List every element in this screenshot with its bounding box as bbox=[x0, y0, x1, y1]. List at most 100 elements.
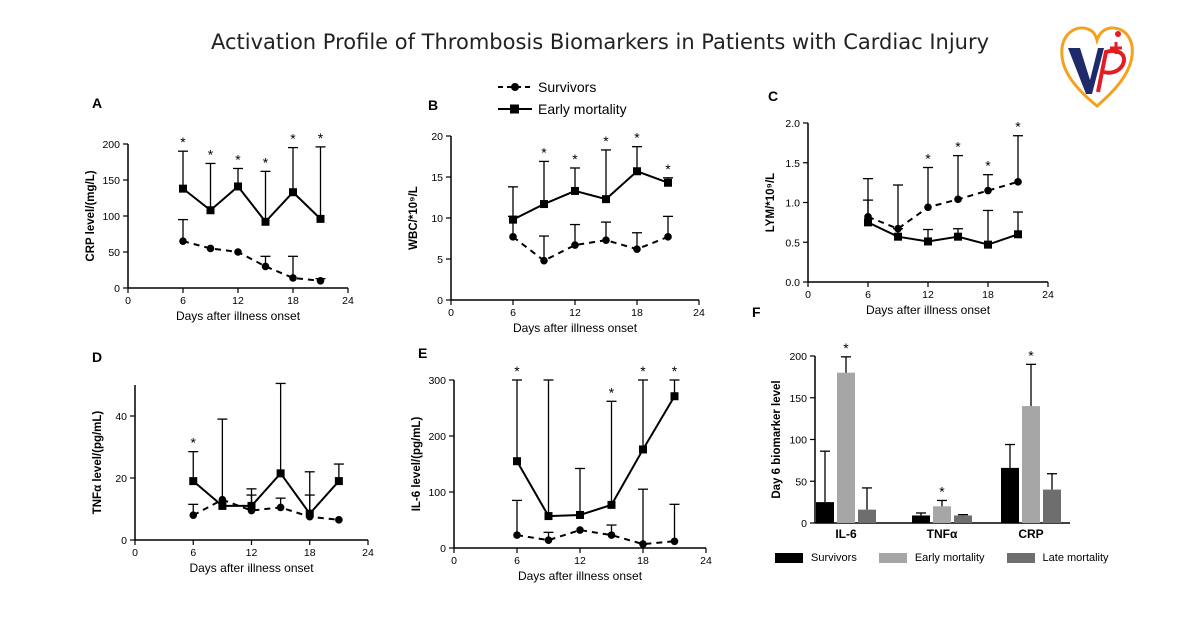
legend-early-label: Early mortality bbox=[538, 101, 627, 117]
logo-heart-outline bbox=[1060, 26, 1134, 108]
panel-e-point-survivors bbox=[513, 531, 521, 539]
panel-d-point-survivors bbox=[218, 495, 227, 504]
panel-b-y-label: WBC/*10⁹/L bbox=[408, 186, 420, 250]
vp-logo bbox=[1060, 26, 1134, 108]
panel-e-significance-star: * bbox=[609, 384, 615, 400]
panel-b-y-tick-label: 15 bbox=[431, 172, 443, 184]
panel-a-point-early-mortality bbox=[289, 188, 297, 197]
panel-f-y-tick-label: 200 bbox=[789, 351, 807, 363]
panel-e-point-survivors bbox=[544, 536, 553, 544]
panel-f-y-label: Day 6 biomarker level bbox=[771, 380, 783, 498]
panel-e-line-early-mortality bbox=[516, 395, 676, 518]
panel-a-point-early-mortality bbox=[179, 184, 187, 193]
panel-a-x-tick-label: 6 bbox=[180, 295, 186, 307]
panel-a-x-tick-label: 12 bbox=[232, 295, 244, 307]
panel-a-point-early-mortality bbox=[261, 217, 270, 226]
panel-b-letter: B bbox=[428, 97, 438, 113]
panel-c-x-tick-label: 12 bbox=[922, 289, 934, 301]
panel-c-line-survivors bbox=[867, 180, 1019, 230]
panel-e-x-tick-label: 18 bbox=[637, 555, 649, 567]
panel-a-x-tick-label: 0 bbox=[125, 295, 131, 307]
panel-a-significance-star: * bbox=[263, 154, 269, 170]
panel-e-x-tick-label: 12 bbox=[574, 555, 586, 567]
panel-a-y-tick-label: 100 bbox=[102, 211, 120, 223]
panel-c-point-early-mortality bbox=[864, 218, 872, 227]
panel-c-y-tick-label: 2.0 bbox=[785, 118, 800, 130]
panel-f-category-label: IL-6 bbox=[835, 527, 857, 541]
panel-f-bar-survivors bbox=[912, 515, 930, 523]
bar-legend-survivors-label: Survivors bbox=[811, 552, 857, 564]
panel-b-significance-star: * bbox=[541, 144, 547, 160]
panel-c-point-early-mortality bbox=[1014, 230, 1022, 239]
panel-a-point-early-mortality bbox=[206, 206, 215, 215]
panel-b-point-early-mortality bbox=[633, 167, 641, 176]
panel-c-point-survivors bbox=[1014, 178, 1022, 186]
panel-e-point-early-mortality bbox=[544, 512, 553, 521]
panel-b-point-survivors bbox=[602, 236, 610, 244]
logo-cross bbox=[1110, 42, 1122, 54]
panel-c-y-label: LYM/*10⁹/L bbox=[765, 173, 777, 232]
panel-e-y-tick-label: 0 bbox=[440, 543, 446, 555]
panel-f-y-tick-label: 50 bbox=[795, 476, 807, 488]
panel-f-y-tick-label: 0 bbox=[801, 518, 807, 530]
panel-a-letter: A bbox=[92, 95, 102, 111]
bar-legend: Survivors Early mortality Late mortality bbox=[775, 552, 1131, 564]
panel-b-point-survivors bbox=[571, 241, 579, 249]
panel-b-point-survivors bbox=[664, 233, 672, 241]
panel-e-x-tick-label: 6 bbox=[514, 555, 520, 567]
panel-e-letter: E bbox=[418, 345, 427, 361]
panel-f-category-label: CRP bbox=[1018, 527, 1043, 541]
panel-f-significance-star: * bbox=[1028, 347, 1034, 363]
panel-c-x-tick-label: 0 bbox=[805, 289, 811, 301]
panel-c-letter: C bbox=[768, 88, 778, 104]
legend-item-survivors: Survivors bbox=[498, 76, 627, 98]
panel-c-x-label: Days after illness onset bbox=[866, 303, 991, 317]
panel-b-y-tick-label: 10 bbox=[431, 213, 443, 225]
panel-b-significance-star: * bbox=[603, 133, 609, 149]
panel-c-point-survivors bbox=[924, 203, 932, 212]
panel-e-point-survivors bbox=[576, 526, 584, 534]
panel-f-y-tick-label: 150 bbox=[789, 393, 807, 405]
panel-f-letter: F bbox=[752, 304, 761, 320]
panel-f-bar-survivors bbox=[1001, 467, 1019, 523]
panel-e-line-survivors bbox=[516, 529, 675, 546]
panel-e-point-early-mortality bbox=[670, 392, 679, 401]
bar-legend-early-label: Early mortality bbox=[914, 552, 985, 564]
panel-c-significance-star: * bbox=[955, 139, 961, 155]
panel-a-point-survivors bbox=[179, 237, 187, 245]
panel-d-point-early-mortality bbox=[247, 501, 256, 510]
panel-e-x-label: Days after illness onset bbox=[518, 569, 643, 583]
panel-f-significance-star: * bbox=[939, 483, 945, 499]
panel-d-point-survivors bbox=[189, 511, 198, 519]
panel-b-x-tick-label: 0 bbox=[448, 307, 454, 319]
panel-a-point-survivors bbox=[316, 277, 325, 285]
panel-f-bar-survivors bbox=[816, 502, 834, 523]
panel-a-x-tick-label: 24 bbox=[342, 295, 354, 307]
panel-b-point-early-mortality bbox=[664, 178, 672, 187]
legend-early-symbol bbox=[498, 104, 532, 114]
panel-e-x-tick-label: 0 bbox=[451, 555, 457, 567]
panel-b-significance-star: * bbox=[665, 161, 671, 177]
panel-d-y-tick-label: 20 bbox=[115, 473, 127, 485]
panel-b-point-early-mortality bbox=[540, 200, 548, 209]
panel-a-x-label: Days after illness onset bbox=[176, 309, 301, 323]
bar-legend-swatch-late bbox=[1006, 553, 1035, 563]
panel-c-significance-star: * bbox=[1015, 119, 1021, 135]
panel-a-point-survivors bbox=[261, 262, 270, 271]
panel-d-point-survivors bbox=[276, 503, 285, 512]
panel-d-point-early-mortality bbox=[189, 477, 198, 486]
logo-p-letter bbox=[1096, 49, 1126, 93]
panel-e-y-tick-label: 300 bbox=[428, 375, 446, 387]
panel-e-significance-star: * bbox=[672, 363, 678, 379]
panel-f-bar-late-mortality bbox=[1043, 489, 1061, 523]
panel-a-line-early-mortality bbox=[182, 185, 322, 224]
panel-b-x-tick-label: 18 bbox=[631, 307, 643, 319]
panel-b-point-early-mortality bbox=[602, 195, 610, 204]
panel-f-bar-early-mortality bbox=[933, 506, 951, 523]
legend-item-early-mortality: Early mortality bbox=[498, 98, 627, 120]
panel-b-x-label: Days after illness onset bbox=[513, 321, 638, 335]
panel-e-point-survivors bbox=[670, 537, 679, 546]
panel-e-point-early-mortality bbox=[607, 500, 616, 509]
panel-c-x-tick-label: 6 bbox=[865, 289, 871, 301]
panel-f-y-tick-label: 100 bbox=[789, 435, 807, 447]
